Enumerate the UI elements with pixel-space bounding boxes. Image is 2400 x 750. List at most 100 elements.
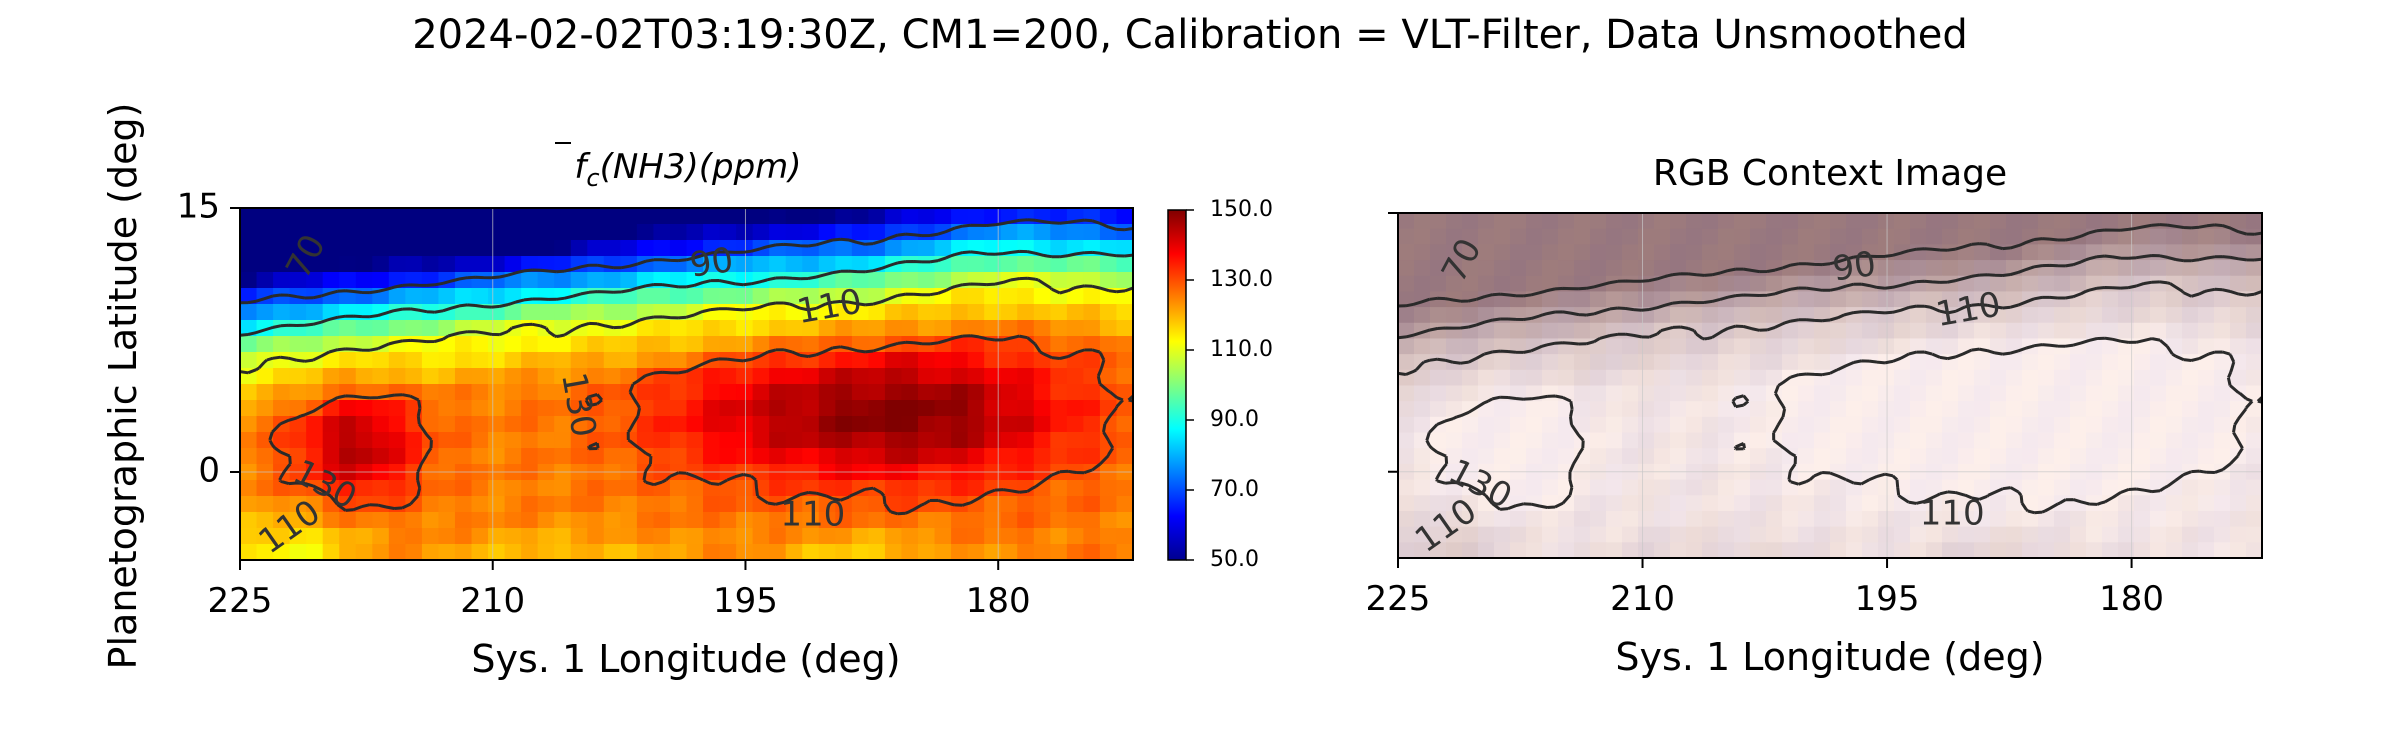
heatmap-cell (1083, 304, 1101, 321)
heatmap-cell (620, 480, 638, 497)
heatmap-cell (1990, 213, 2007, 230)
heatmap-cell (1670, 291, 1687, 308)
heatmap-cell (1974, 385, 1991, 402)
heatmap-cell (1766, 401, 1783, 418)
heatmap-cell (835, 432, 853, 449)
heatmap-cell (868, 224, 886, 241)
heatmap-cell (2198, 448, 2215, 465)
heatmap-cell (554, 304, 572, 321)
heatmap-cell (2166, 385, 2183, 402)
heatmap-cell (620, 272, 638, 289)
heatmap-cell (2246, 213, 2262, 230)
heatmap-cell (240, 432, 258, 449)
heatmap-cell (289, 304, 307, 321)
heatmap-cell (951, 336, 969, 353)
heatmap-cell (2038, 369, 2055, 387)
heatmap-cell (1894, 416, 1911, 434)
heatmap-cell (1526, 228, 1543, 246)
heatmap-cell (2182, 322, 2199, 340)
heatmap-cell (1000, 304, 1018, 321)
heatmap-cell (1990, 291, 2007, 308)
heatmap-cell (1702, 228, 1719, 246)
heatmap-cell (2086, 416, 2103, 434)
heatmap-cell (2150, 275, 2167, 293)
heatmap-cell (1574, 495, 1591, 512)
heatmap-cell (355, 400, 373, 417)
heatmap-cell (1017, 368, 1035, 385)
heatmap-cell (1974, 479, 1991, 496)
heatmap-cell (2102, 338, 2119, 355)
heatmap-cell (1974, 542, 1991, 558)
heatmap-cell (884, 208, 903, 225)
heatmap-cell (2182, 275, 2199, 293)
heatmap-cell (488, 288, 506, 305)
heatmap-cell (934, 512, 952, 529)
heatmap-cell (1782, 228, 1799, 246)
heatmap-cell (1846, 448, 1863, 465)
heatmap-cell (603, 544, 622, 560)
heatmap-cell (438, 448, 456, 465)
heatmap-cell (1798, 401, 1815, 418)
heatmap-cell (835, 480, 853, 497)
heatmap-cell (587, 480, 605, 497)
heatmap-cell (1462, 448, 1479, 465)
heatmap-cell (1814, 322, 1831, 340)
heatmap-cell (1574, 448, 1591, 465)
heatmap-cell (2118, 213, 2135, 230)
heatmap-cell (2134, 260, 2151, 277)
heatmap-cell (901, 224, 919, 241)
heatmap-cell (1606, 510, 1623, 528)
heatmap-cell (1017, 400, 1035, 417)
heatmap-cell (620, 528, 638, 545)
heatmap-cell (554, 224, 572, 241)
heatmap-cell (537, 256, 555, 273)
heatmap-cell (537, 240, 555, 257)
heatmap-cell (719, 544, 737, 560)
heatmap-cell (1494, 275, 1511, 293)
heatmap-cell (2118, 291, 2135, 308)
heatmap-cell (951, 480, 969, 497)
heatmap-cell (1686, 495, 1703, 512)
heatmap-cell (1050, 352, 1068, 369)
heatmap-cell (1782, 526, 1799, 544)
heatmap-cell (372, 240, 390, 257)
heatmap-cell (1862, 322, 1879, 340)
heatmap-cell (686, 544, 704, 560)
heatmap-cell (1033, 512, 1052, 529)
heatmap-cell (2214, 479, 2231, 496)
heatmap-cell (405, 288, 423, 305)
heatmap-cell (1446, 448, 1463, 465)
heatmap-cell (1033, 384, 1052, 401)
heatmap-cell (901, 480, 919, 497)
heatmap-cell (1414, 385, 1431, 402)
heatmap-cell (686, 224, 704, 241)
heatmap-cell (901, 384, 919, 401)
heatmap-cell (686, 448, 704, 465)
heatmap-cell (240, 528, 258, 545)
heatmap-cell (851, 256, 870, 273)
heatmap-cell (1654, 385, 1671, 402)
heatmap-cell (719, 384, 737, 401)
heatmap-cell (2182, 260, 2199, 277)
heatmap-cell (1066, 272, 1085, 289)
heatmap-cell (736, 336, 754, 353)
heatmap-cell (1862, 213, 1879, 230)
heatmap-cell (1942, 542, 1959, 558)
heatmap-cell (372, 352, 390, 369)
heatmap-cell (1718, 275, 1735, 293)
heatmap-cell (1510, 479, 1527, 496)
heatmap-cell (686, 512, 704, 529)
heatmap-cell (2054, 275, 2071, 293)
heatmap-cell (1734, 369, 1751, 387)
heatmap-cell (1798, 322, 1815, 340)
heatmap-cell (1670, 338, 1687, 355)
heatmap-cell (256, 496, 274, 513)
heatmap-cell (669, 352, 688, 369)
heatmap-cell (1942, 322, 1959, 340)
heatmap-cell (273, 512, 291, 529)
heatmap-cell (1542, 416, 1559, 434)
heatmap-cell (884, 368, 903, 385)
heatmap-cell (1430, 260, 1447, 277)
heatmap-cell (405, 544, 423, 560)
